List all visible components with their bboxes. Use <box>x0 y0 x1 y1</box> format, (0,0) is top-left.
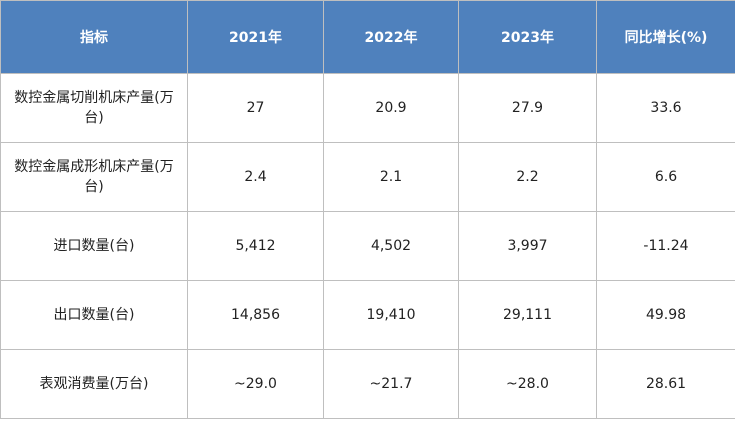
value-cell: 33.6 <box>596 73 735 143</box>
table-row: 出口数量(台) 14,856 19,410 29,111 49.98 <box>0 280 735 350</box>
value-cell: -11.24 <box>596 211 735 281</box>
row-label: 进口数量(台) <box>0 211 188 281</box>
row-label: 出口数量(台) <box>0 280 188 350</box>
header-row: 指标 2021年 2022年 2023年 同比增长(%) <box>0 0 735 74</box>
value-cell: 14,856 <box>187 280 324 350</box>
value-cell: 20.9 <box>323 73 459 143</box>
value-cell: 4,502 <box>323 211 459 281</box>
value-cell: 29,111 <box>458 280 597 350</box>
value-cell: 28.61 <box>596 349 735 419</box>
header-cell: 同比增长(%) <box>596 0 735 74</box>
value-cell: 19,410 <box>323 280 459 350</box>
table-row: 数控金属成形机床产量(万台) 2.4 2.1 2.2 6.6 <box>0 142 735 212</box>
row-label: 数控金属切削机床产量(万台) <box>0 73 188 143</box>
value-cell: 6.6 <box>596 142 735 212</box>
value-cell: 2.2 <box>458 142 597 212</box>
row-label: 表观消费量(万台) <box>0 349 188 419</box>
value-cell: 2.4 <box>187 142 324 212</box>
table-row: 表观消费量(万台) ~29.0 ~21.7 ~28.0 28.61 <box>0 349 735 419</box>
table-row: 进口数量(台) 5,412 4,502 3,997 -11.24 <box>0 211 735 281</box>
value-cell: 2.1 <box>323 142 459 212</box>
value-cell: ~28.0 <box>458 349 597 419</box>
header-cell: 2022年 <box>323 0 459 74</box>
value-cell: 5,412 <box>187 211 324 281</box>
row-label: 数控金属成形机床产量(万台) <box>0 142 188 212</box>
header-cell: 指标 <box>0 0 188 74</box>
value-cell: ~21.7 <box>323 349 459 419</box>
value-cell: 3,997 <box>458 211 597 281</box>
table-body: 数控金属切削机床产量(万台) 27 20.9 27.9 33.6 数控金属成形机床产量(万… <box>0 73 735 419</box>
value-cell: 49.98 <box>596 280 735 350</box>
header-cell: 2021年 <box>187 0 324 74</box>
header-cell: 2023年 <box>458 0 597 74</box>
value-cell: ~29.0 <box>187 349 324 419</box>
value-cell: 27.9 <box>458 73 597 143</box>
table-row: 数控金属切削机床产量(万台) 27 20.9 27.9 33.6 <box>0 73 735 143</box>
value-cell: 27 <box>187 73 324 143</box>
